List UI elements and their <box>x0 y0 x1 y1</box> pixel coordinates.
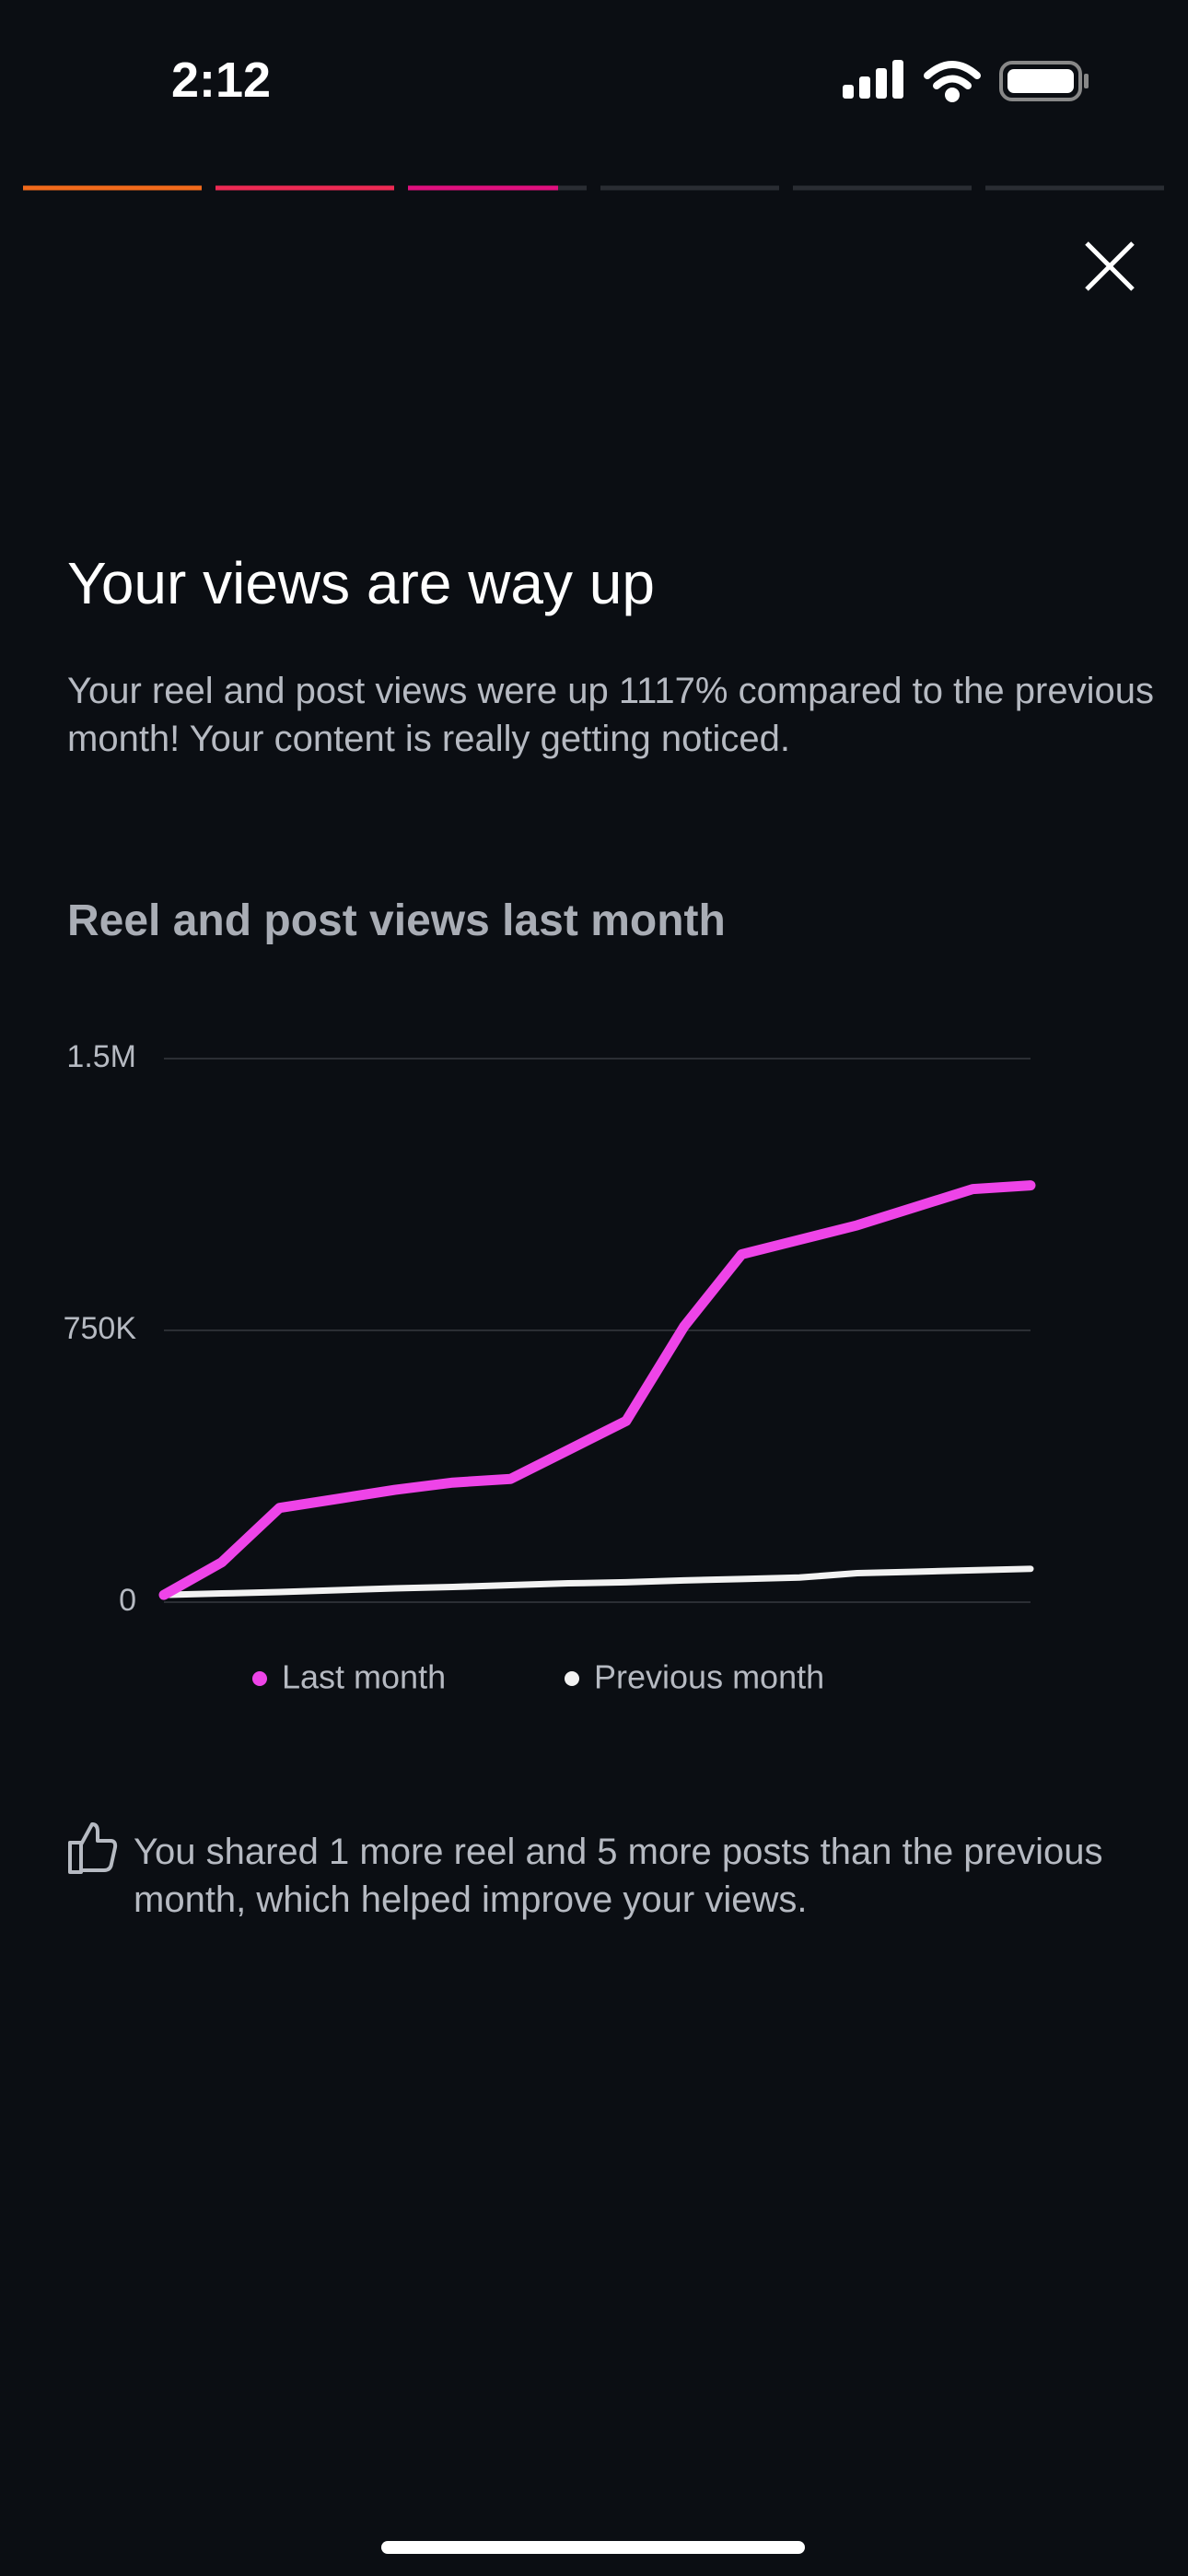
wifi-icon <box>924 61 981 102</box>
y-tick-label: 1.5M <box>66 1039 136 1074</box>
y-tick-label: 750K <box>64 1311 137 1346</box>
thumbs-up-icon <box>68 1822 118 1874</box>
legend-label: Last month <box>282 1658 446 1696</box>
y-tick-label: 0 <box>119 1583 136 1618</box>
legend-marker <box>252 1671 267 1686</box>
chart: 0 750K 1.5M Last month Previous month <box>64 1039 1036 1696</box>
signal-icon <box>843 60 903 99</box>
chart-title: Reel and post views last month <box>67 896 726 945</box>
footer-note: You shared 1 more reel and 5 more posts … <box>134 1832 1103 1920</box>
legend-label: Previous month <box>594 1658 824 1696</box>
home-indicator <box>381 2541 805 2554</box>
legend-marker <box>565 1671 579 1686</box>
battery-icon <box>999 61 1089 101</box>
title: Your views are way up <box>67 550 655 616</box>
line-series <box>158 1180 1036 1600</box>
close-button[interactable] <box>1085 241 1135 291</box>
body-text: Your reel and post views were up 1117% c… <box>67 671 1154 759</box>
status-time: 2:12 <box>171 53 272 108</box>
line-series <box>160 1565 1034 1598</box>
